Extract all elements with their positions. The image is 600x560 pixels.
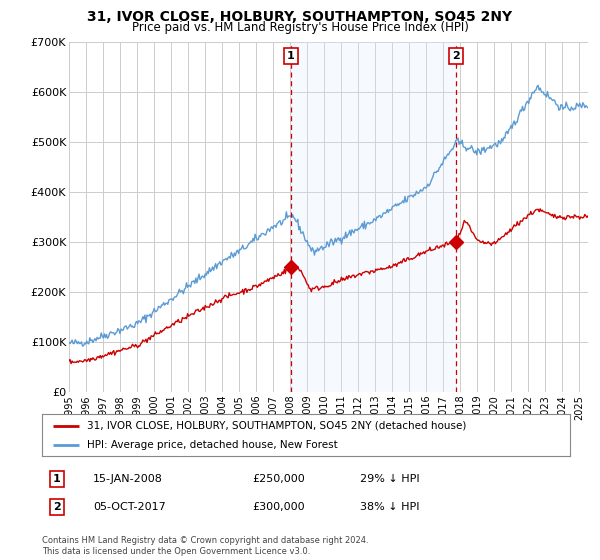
Text: Price paid vs. HM Land Registry's House Price Index (HPI): Price paid vs. HM Land Registry's House … [131, 21, 469, 34]
Text: 38% ↓ HPI: 38% ↓ HPI [360, 502, 419, 512]
Text: 05-OCT-2017: 05-OCT-2017 [93, 502, 166, 512]
Text: 2: 2 [452, 51, 460, 60]
Text: 1: 1 [53, 474, 61, 484]
Text: 1: 1 [287, 51, 295, 60]
Text: £250,000: £250,000 [252, 474, 305, 484]
Text: 31, IVOR CLOSE, HOLBURY, SOUTHAMPTON, SO45 2NY (detached house): 31, IVOR CLOSE, HOLBURY, SOUTHAMPTON, SO… [87, 421, 466, 431]
Text: 29% ↓ HPI: 29% ↓ HPI [360, 474, 419, 484]
Text: £300,000: £300,000 [252, 502, 305, 512]
Text: 2: 2 [53, 502, 61, 512]
Text: HPI: Average price, detached house, New Forest: HPI: Average price, detached house, New … [87, 440, 338, 450]
Text: 31, IVOR CLOSE, HOLBURY, SOUTHAMPTON, SO45 2NY: 31, IVOR CLOSE, HOLBURY, SOUTHAMPTON, SO… [88, 10, 512, 24]
Text: Contains HM Land Registry data © Crown copyright and database right 2024.
This d: Contains HM Land Registry data © Crown c… [42, 536, 368, 556]
Bar [291, 42, 456, 392]
Text: 15-JAN-2008: 15-JAN-2008 [93, 474, 163, 484]
